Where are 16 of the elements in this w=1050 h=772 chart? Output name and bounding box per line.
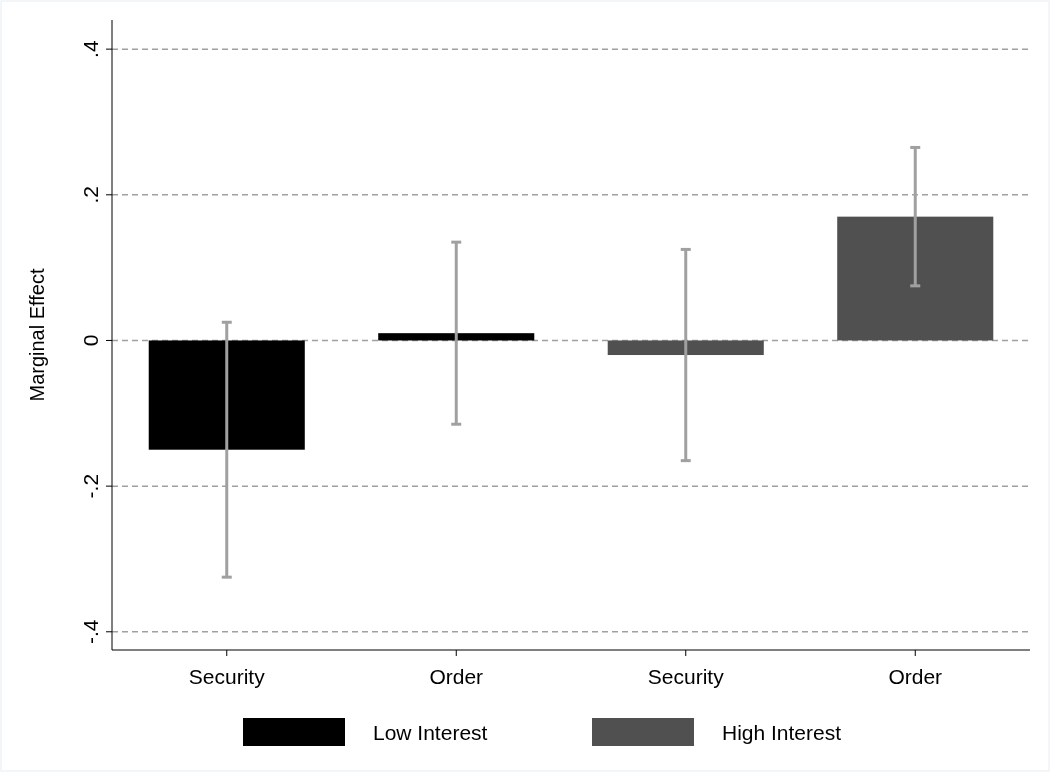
x-tick-label: Order [429, 665, 484, 688]
y-tick-label: -.4 [79, 619, 102, 645]
bar [607, 340, 764, 356]
x-tick-label: Security [188, 665, 266, 688]
y-tick-label: .4 [79, 40, 102, 58]
x-tick-label: Order [888, 665, 943, 688]
y-tick-label: .2 [79, 186, 102, 204]
y-tick-label: 0 [79, 334, 102, 347]
y-tick-label: -.2 [79, 473, 102, 499]
legend-label: Low Interest [373, 721, 488, 744]
y-axis-title: Marginal Effect [26, 268, 48, 402]
legend-label: High Interest [722, 721, 842, 744]
x-tick-label: Security [647, 665, 725, 688]
bar [378, 333, 535, 341]
bar [148, 340, 305, 450]
bar [837, 216, 994, 341]
